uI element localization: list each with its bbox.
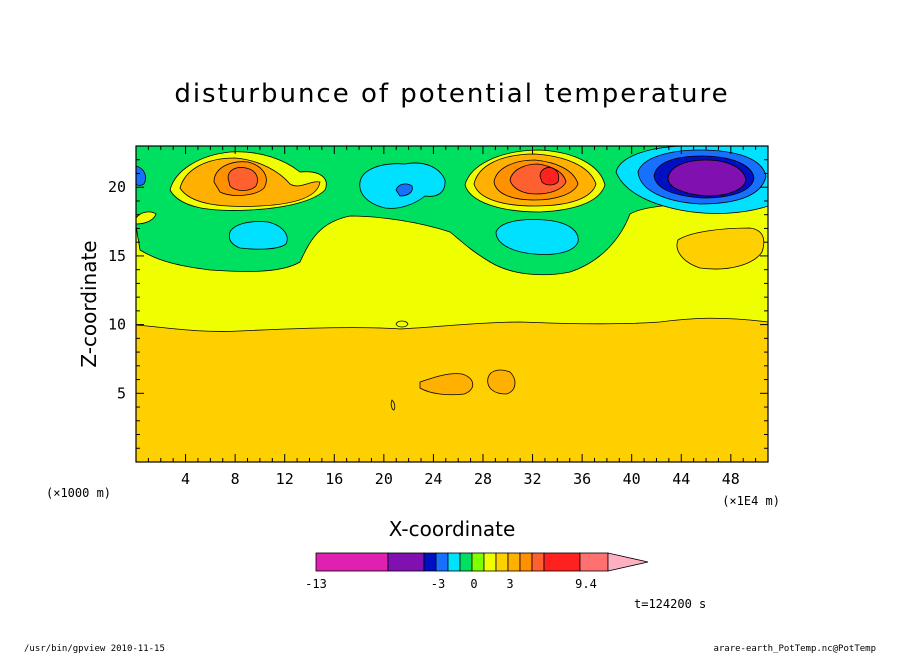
footer-left: /usr/bin/gpview 2010-11-15: [24, 644, 165, 654]
colorbar-label: 9.4: [575, 577, 597, 591]
y-tick-label: 20: [108, 178, 126, 196]
colorbar-bin: [471, 552, 485, 572]
colorbar-bin: [447, 552, 461, 572]
y-tick-label: 15: [108, 247, 126, 265]
chart-title: disturbunce of potential temperature: [174, 79, 729, 109]
x-tick-label: 40: [623, 470, 641, 488]
colorbar-bin: [387, 552, 425, 572]
colorbar-label: 3: [506, 577, 513, 591]
field-blob-cyan-left: [228, 221, 288, 250]
y-axis: 5 10 15 20: [108, 159, 768, 449]
colorbar-label: -3: [431, 577, 445, 591]
x-tick-label: 16: [325, 470, 343, 488]
colorbar-bin: [483, 552, 497, 572]
colorbar-bin: [315, 552, 389, 572]
x-tick-label: 48: [722, 470, 740, 488]
colorbar: -13 -3 0 3 9.4: [305, 552, 649, 591]
colorbar-bin: [543, 552, 581, 572]
colorbar-bin: [435, 552, 449, 572]
colorbar-bin: [507, 552, 521, 572]
colorbar-label: -13: [305, 577, 327, 591]
field-blob-lower-b: [487, 369, 516, 395]
x-tick-label: 12: [276, 470, 294, 488]
x-axis-label: X-coordinate: [389, 517, 516, 541]
x-unit-right: (×1E4 m): [722, 494, 780, 508]
colorbar-bin: [531, 552, 545, 572]
field-blob-blue-center: [395, 183, 413, 197]
colorbar-bin: [459, 552, 473, 572]
field-blob-orange-core: [227, 167, 258, 191]
x-tick-label: 8: [231, 470, 240, 488]
x-tick-label: 20: [375, 470, 393, 488]
field-blob-orange-east: [676, 227, 765, 270]
field-blob-cyan-right: [495, 219, 579, 255]
x-tick-label: 4: [181, 470, 190, 488]
field-blob-neg-core: [667, 159, 747, 197]
x-tick-label: 28: [474, 470, 492, 488]
colorbar-bin: [423, 552, 437, 572]
x-tick-label: 44: [672, 470, 690, 488]
field-blob-red-core: [539, 167, 560, 186]
field-blob-lower-a: [419, 373, 474, 396]
field-blob-west-edge: [136, 165, 146, 186]
x-unit-left: (×1000 m): [46, 486, 111, 500]
footer-right: arare-earth_PotTemp.nc@PotTemp: [713, 644, 876, 654]
y-axis-label: Z-coordinate: [77, 240, 101, 367]
x-axis: 4 8 12 16 20 24 28 32 36 40 44 48: [147, 146, 757, 488]
colorbar-bin: [579, 552, 609, 572]
colorbar-bin: [495, 552, 509, 572]
time-label: t=124200 s: [634, 597, 706, 611]
x-tick-label: 36: [573, 470, 591, 488]
x-tick-label: 24: [424, 470, 442, 488]
field-contour-dot: [395, 320, 409, 328]
y-tick-label: 5: [117, 384, 126, 402]
colorbar-label: 0: [470, 577, 477, 591]
colorbar-bin: [519, 552, 533, 572]
colorbar-arrow: [607, 552, 649, 572]
field-contour-small: [390, 399, 396, 411]
y-tick-label: 10: [108, 316, 126, 334]
field-patch-yellow-c: [136, 211, 157, 225]
plot-area: [135, 145, 769, 463]
plot-frame: [135, 145, 769, 463]
x-tick-label: 32: [524, 470, 542, 488]
